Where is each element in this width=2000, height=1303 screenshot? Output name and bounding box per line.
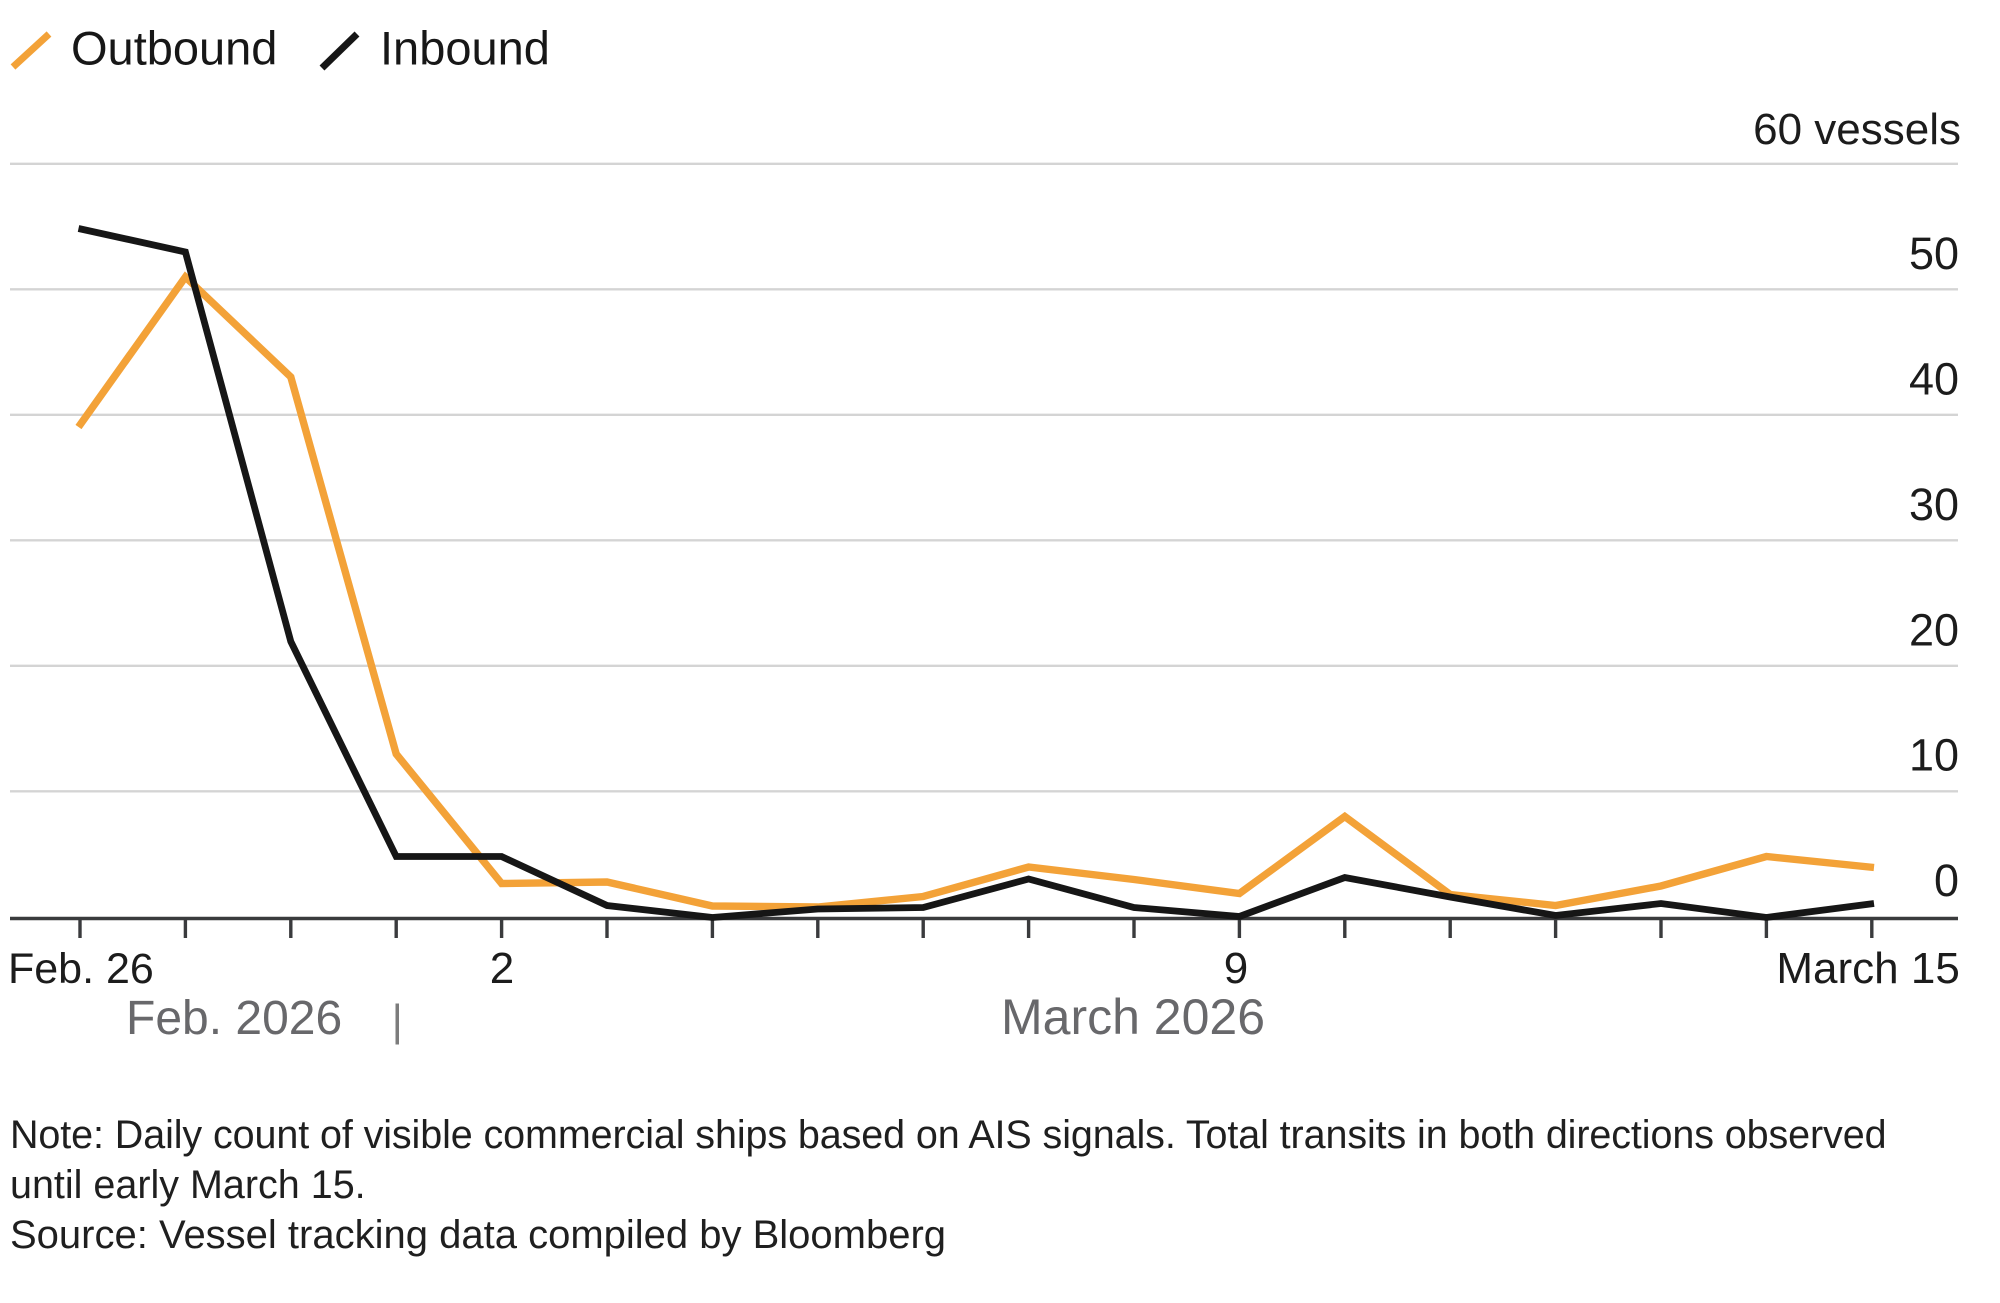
svg-text:Inbound: Inbound: [380, 22, 550, 75]
svg-text:March 2026: March 2026: [1001, 989, 1265, 1045]
svg-text:March 15: March 15: [1776, 944, 1959, 993]
svg-text:40: 40: [1909, 354, 1959, 405]
svg-text:Note: Daily count of visible c: Note: Daily count of visible commercial …: [10, 1113, 1886, 1157]
svg-text:2: 2: [490, 944, 514, 993]
svg-text:30: 30: [1909, 479, 1959, 530]
svg-text:60 vessels: 60 vessels: [1753, 105, 1961, 154]
svg-text:10: 10: [1909, 730, 1959, 781]
svg-text:Feb. 2026: Feb. 2026: [126, 992, 342, 1045]
svg-text:20: 20: [1909, 604, 1959, 655]
svg-text:0: 0: [1934, 855, 1959, 906]
svg-text:9: 9: [1224, 944, 1248, 993]
svg-text:Feb. 26: Feb. 26: [8, 945, 154, 993]
svg-text:50: 50: [1909, 228, 1959, 279]
svg-text:Outbound: Outbound: [71, 22, 277, 75]
svg-text:until early March 15.: until early March 15.: [10, 1163, 366, 1207]
svg-text:Source: Vessel tracking data c: Source: Vessel tracking data compiled by…: [10, 1213, 946, 1257]
